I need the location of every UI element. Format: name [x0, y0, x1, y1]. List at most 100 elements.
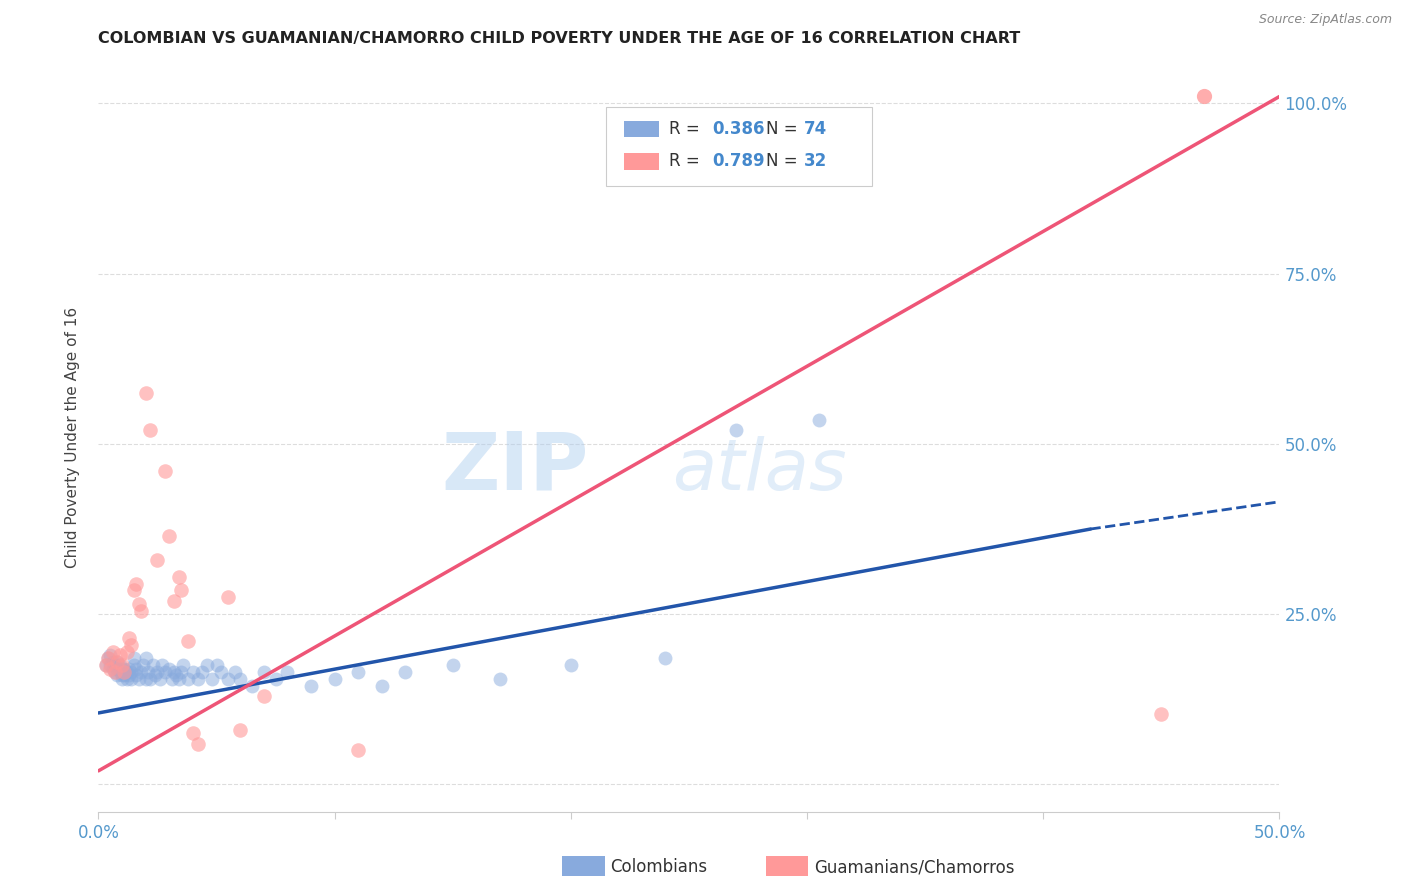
- Text: R =: R =: [669, 153, 704, 170]
- Point: [157, 529, 180, 543]
- FancyBboxPatch shape: [606, 107, 872, 186]
- Text: atlas: atlas: [672, 436, 846, 505]
- Point: [118, 631, 141, 645]
- Point: [153, 464, 176, 478]
- Point: [112, 668, 135, 682]
- Point: [489, 672, 512, 686]
- Point: [253, 665, 276, 679]
- Point: [1150, 707, 1173, 722]
- Point: [229, 672, 252, 686]
- Point: [97, 651, 120, 665]
- Point: [104, 665, 127, 679]
- Point: [181, 665, 204, 679]
- Point: [167, 570, 190, 584]
- Point: [323, 672, 346, 686]
- Point: [441, 658, 464, 673]
- Point: [143, 668, 166, 682]
- Point: [125, 662, 148, 676]
- Point: [163, 593, 186, 607]
- Point: [104, 665, 127, 679]
- Point: [205, 658, 228, 673]
- Point: [347, 665, 370, 679]
- Point: [177, 634, 200, 648]
- Point: [101, 662, 124, 676]
- Point: [299, 679, 322, 693]
- Text: ZIP: ZIP: [441, 428, 589, 506]
- Point: [201, 672, 224, 686]
- Point: [104, 658, 127, 673]
- Point: [125, 576, 148, 591]
- Point: [224, 665, 246, 679]
- Point: [253, 689, 276, 703]
- Text: Colombians: Colombians: [610, 858, 707, 876]
- Point: [725, 423, 748, 437]
- Point: [177, 672, 200, 686]
- Point: [135, 672, 157, 686]
- Point: [129, 665, 152, 679]
- Point: [115, 665, 138, 679]
- Point: [217, 672, 239, 686]
- Point: [129, 604, 152, 618]
- Point: [118, 662, 141, 676]
- Point: [97, 651, 120, 665]
- Point: [108, 648, 131, 662]
- Point: [187, 672, 209, 686]
- Point: [347, 743, 370, 757]
- Point: [105, 668, 128, 682]
- Point: [118, 668, 141, 682]
- Point: [560, 658, 582, 673]
- Y-axis label: Child Poverty Under the Age of 16: Child Poverty Under the Age of 16: [65, 307, 80, 567]
- Point: [229, 723, 252, 737]
- Point: [94, 658, 117, 673]
- Point: [115, 672, 138, 686]
- Point: [111, 672, 134, 686]
- Point: [112, 665, 135, 679]
- Point: [167, 672, 190, 686]
- Text: 0.386: 0.386: [713, 120, 765, 138]
- Bar: [624, 121, 659, 137]
- Point: [264, 672, 287, 686]
- Point: [217, 590, 239, 604]
- Point: [157, 662, 180, 676]
- Point: [170, 583, 193, 598]
- Point: [146, 552, 169, 566]
- Point: [111, 658, 134, 673]
- Point: [163, 665, 186, 679]
- Text: Source: ZipAtlas.com: Source: ZipAtlas.com: [1258, 13, 1392, 27]
- Point: [181, 726, 204, 740]
- Point: [121, 665, 143, 679]
- Point: [108, 658, 131, 673]
- Point: [1192, 89, 1215, 103]
- Point: [98, 658, 121, 673]
- Point: [122, 658, 145, 673]
- Point: [98, 662, 121, 676]
- Point: [105, 662, 128, 676]
- Point: [125, 668, 148, 682]
- Point: [149, 672, 172, 686]
- Point: [139, 672, 162, 686]
- Point: [142, 658, 165, 673]
- Point: [136, 665, 159, 679]
- Text: Guamanians/Chamorros: Guamanians/Chamorros: [814, 858, 1015, 876]
- Point: [654, 651, 676, 665]
- Text: N =: N =: [766, 120, 803, 138]
- Point: [94, 658, 117, 673]
- Point: [209, 665, 232, 679]
- Point: [165, 668, 187, 682]
- Point: [240, 679, 263, 693]
- Text: 32: 32: [803, 153, 827, 170]
- Point: [146, 665, 169, 679]
- Point: [276, 665, 298, 679]
- Point: [122, 651, 145, 665]
- Bar: [624, 153, 659, 169]
- Point: [128, 672, 150, 686]
- Point: [132, 658, 155, 673]
- Point: [394, 665, 416, 679]
- Point: [170, 665, 193, 679]
- Point: [108, 665, 131, 679]
- Point: [160, 672, 183, 686]
- Point: [172, 658, 194, 673]
- Point: [122, 583, 145, 598]
- Point: [135, 385, 157, 400]
- Point: [135, 651, 157, 665]
